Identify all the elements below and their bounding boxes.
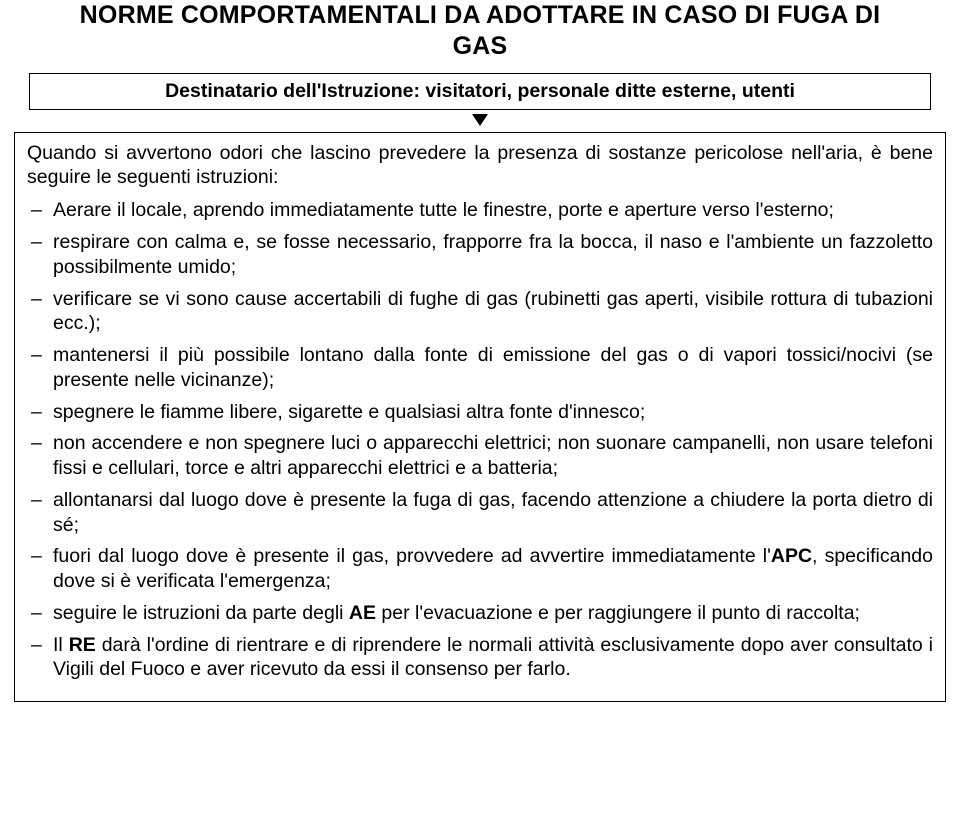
document-title: NORME COMPORTAMENTALI DA ADOTTARE IN CAS… <box>14 0 946 63</box>
list-item: allontanarsi dal luogo dove è presente l… <box>27 488 933 538</box>
down-arrow-icon <box>472 114 488 126</box>
item-ae-pre: seguire le istruzioni da parte degli <box>53 602 349 624</box>
list-item: verificare se vi sono cause accertabili … <box>27 287 933 337</box>
list-item: mantenersi il più possibile lontano dall… <box>27 343 933 393</box>
list-item-apc: fuori dal luogo dove è presente il gas, … <box>27 544 933 594</box>
list-item-ae: seguire le istruzioni da parte degli AE … <box>27 601 933 626</box>
item-re-post: darà l'ordine di rientrare e di riprende… <box>53 634 933 681</box>
list-item: non accendere e non spegnere luci o appa… <box>27 431 933 481</box>
re-abbrev: RE <box>69 634 96 656</box>
list-item-re: Il RE darà l'ordine di rientrare e di ri… <box>27 633 933 683</box>
recipient-text: Destinatario dell'Istruzione: visitatori… <box>165 80 795 102</box>
item-ae-post: per l'evacuazione e per raggiungere il p… <box>376 602 860 624</box>
list-item: Aerare il locale, aprendo immediatamente… <box>27 198 933 223</box>
instructions-list: Aerare il locale, aprendo immediatamente… <box>27 198 933 682</box>
item-re-pre: Il <box>53 634 69 656</box>
arrow-wrap <box>14 116 946 130</box>
instructions-box: Quando si avvertono odori che lascino pr… <box>14 132 946 703</box>
list-item: spegnere le fiamme libere, sigarette e q… <box>27 400 933 425</box>
document-page: NORME COMPORTAMENTALI DA ADOTTARE IN CAS… <box>0 0 960 716</box>
title-line-1: NORME COMPORTAMENTALI DA ADOTTARE IN CAS… <box>80 1 881 29</box>
item-apc-pre: fuori dal luogo dove è presente il gas, … <box>53 545 771 567</box>
recipient-box: Destinatario dell'Istruzione: visitatori… <box>29 73 931 110</box>
intro-paragraph: Quando si avvertono odori che lascino pr… <box>27 141 933 191</box>
apc-abbrev: APC <box>771 545 812 567</box>
ae-abbrev: AE <box>349 602 376 624</box>
list-item: respirare con calma e, se fosse necessar… <box>27 230 933 280</box>
title-line-2: GAS <box>453 32 508 60</box>
